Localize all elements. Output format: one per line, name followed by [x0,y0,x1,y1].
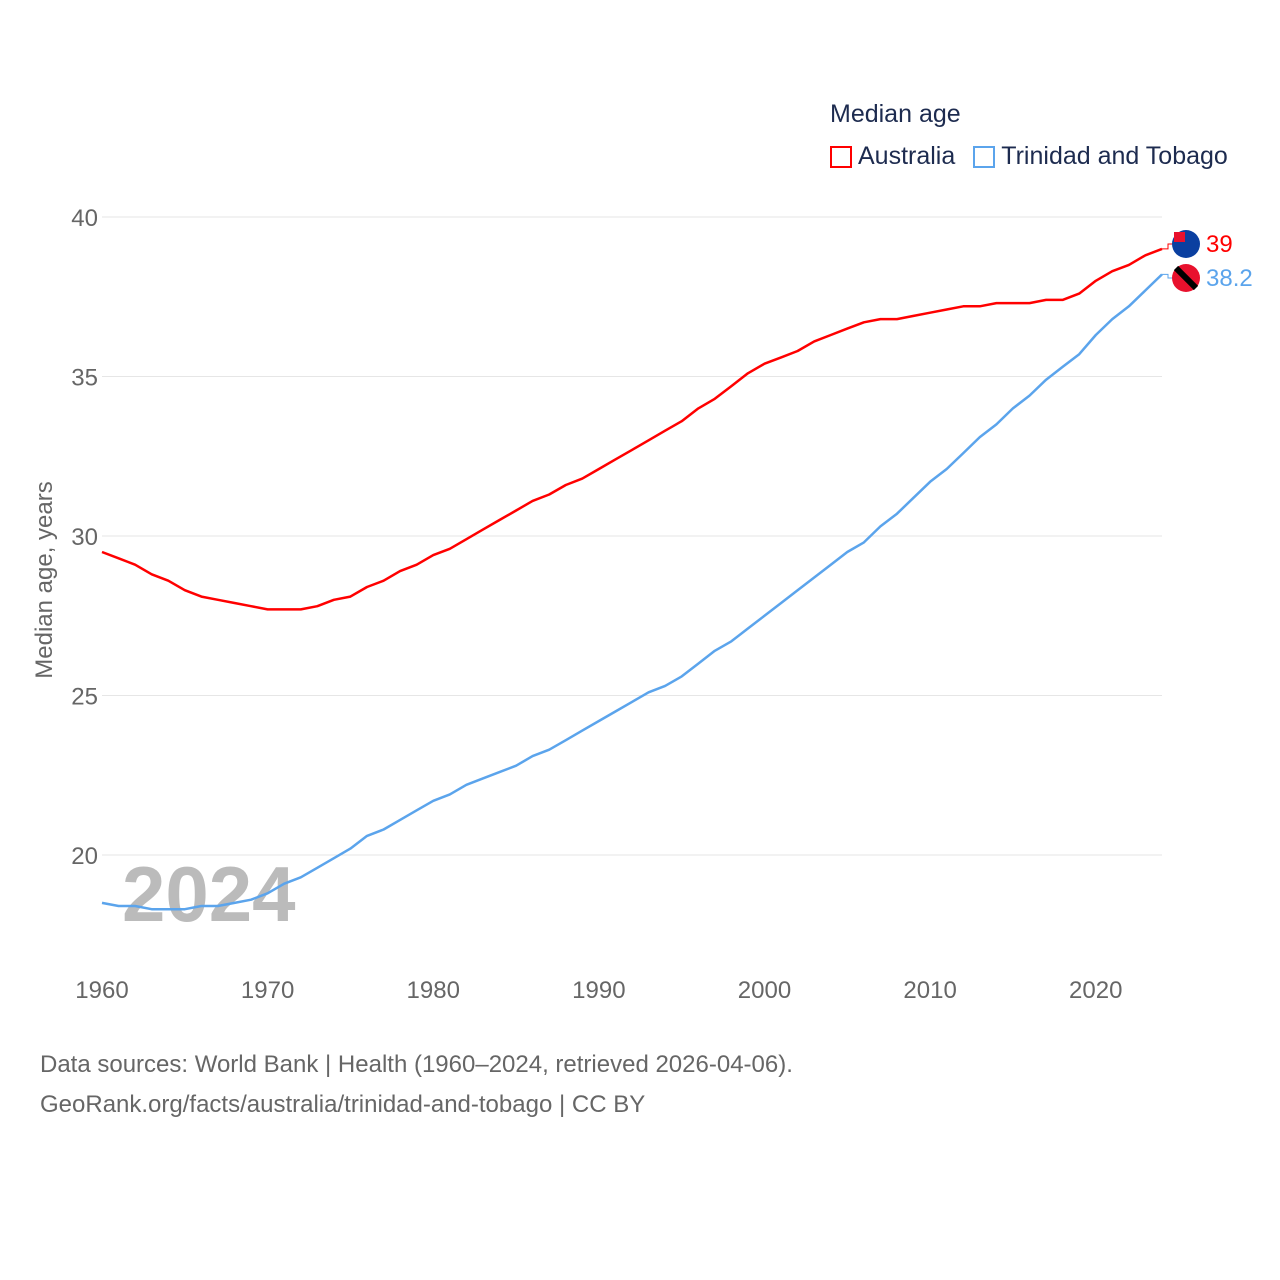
series-line-0 [101,247,1163,611]
data-sources: Data sources: World Bank | Health (1960–… [40,1051,793,1078]
source-link[interactable]: GeoRank.org/facts/australia/trinidad-and… [40,1091,646,1118]
series-line-1 [101,273,1163,911]
legend-item-trinidad[interactable]: Trinidad and Tobago [973,142,1228,171]
y-tick-label: 25 [71,684,98,711]
x-tick-label: 1960 [75,977,128,1004]
y-tick-label: 40 [71,205,98,232]
year-watermark: 2024 [122,850,296,938]
end-value-label: 38.2 [1206,265,1253,292]
x-tick-label: 1990 [572,977,625,1004]
x-tick-label: 2000 [738,977,791,1004]
x-tick-label: 2020 [1069,977,1122,1004]
y-axis-label: Median age, years [31,481,58,678]
x-tick-label: 1980 [407,977,460,1004]
y-tick-label: 20 [71,843,98,870]
legend-label-trinidad: Trinidad and Tobago [1001,142,1228,170]
legend-label-australia: Australia [858,142,956,170]
end-value-label: 39 [1206,231,1233,258]
legend-title: Median age [830,100,961,128]
end-connector [1162,273,1172,279]
legend: Australia Trinidad and Tobago [830,142,1246,171]
flag-stripe [1173,265,1199,291]
x-tick-label: 1970 [241,977,294,1004]
legend-swatch-trinidad [973,145,996,168]
end-connector [1162,243,1172,250]
y-tick-label: 35 [71,365,98,392]
footer: Data sources: World Bank | Health (1960–… [40,1045,793,1125]
y-tick-label: 30 [71,524,98,551]
legend-item-australia[interactable]: Australia [830,142,955,171]
flag-union [1174,232,1185,242]
x-tick-label: 2010 [903,977,956,1004]
legend-swatch-australia [830,145,852,168]
